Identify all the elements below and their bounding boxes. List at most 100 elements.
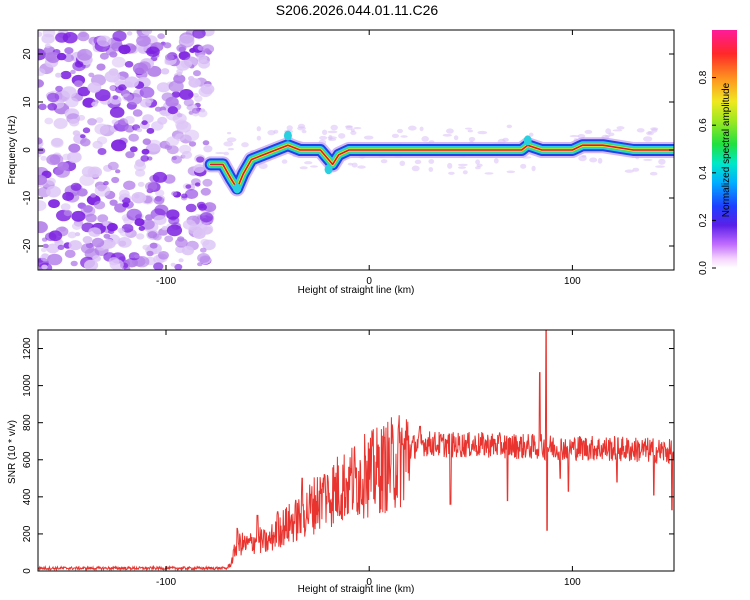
noise-blob (176, 44, 187, 53)
noise-blob (111, 119, 119, 125)
colorbar-label: Normalized spectral amplitude (721, 82, 732, 217)
spectrogram-y-tick-label: -10 (22, 190, 33, 205)
noise-blob (129, 146, 138, 153)
noise-blob (353, 127, 362, 130)
noise-blob (154, 106, 162, 112)
noise-blob (520, 163, 527, 169)
noise-blob (42, 30, 56, 38)
noise-blob (134, 254, 140, 259)
noise-blob (145, 214, 154, 221)
noise-blob (38, 221, 48, 234)
noise-blob (74, 80, 83, 87)
colorbar-ticks: 0.0 0.2 0.4 0.6 0.8 (698, 70, 716, 275)
noise-blob (191, 107, 200, 114)
noise-blob (69, 118, 80, 127)
noise-blob (91, 237, 105, 248)
noise-blob (310, 165, 318, 168)
noise-blob (40, 247, 47, 253)
noise-blob (62, 153, 71, 161)
signal-bump (233, 183, 242, 194)
noise-blob (40, 155, 47, 161)
noise-blob (72, 130, 81, 136)
noise-blob (467, 129, 474, 133)
noise-blob (136, 35, 151, 47)
noise-blob (197, 253, 211, 263)
spectrogram-x-tick-label: -100 (156, 276, 176, 287)
noise-blob (128, 133, 139, 142)
noise-blob (658, 158, 666, 165)
noise-blob (62, 191, 74, 201)
noise-blob (141, 148, 150, 155)
noise-blob (493, 158, 499, 164)
noise-blob (153, 215, 167, 226)
spectrogram-y-tick-label: 10 (22, 96, 33, 108)
noise-blob (96, 35, 112, 47)
snr-series-line (38, 330, 674, 571)
noise-blob (67, 231, 77, 239)
noise-blob (109, 199, 118, 206)
chart-title: S206.2026.044.01.11.C26 (276, 2, 439, 18)
noise-blob (47, 253, 63, 266)
noise-blob (391, 133, 399, 138)
spectrogram-y-tick-label: 20 (22, 48, 33, 60)
noise-blob (38, 103, 47, 111)
noise-blob (99, 52, 109, 60)
noise-blob (408, 125, 417, 131)
noise-blob (188, 78, 201, 88)
noise-blob (60, 203, 71, 211)
noise-blob (53, 118, 68, 129)
noise-blob (135, 30, 151, 37)
noise-blob (164, 60, 171, 65)
noise-blob (186, 105, 193, 110)
noise-blob (46, 52, 61, 63)
noise-blob (194, 182, 201, 187)
noise-blob (632, 167, 640, 172)
noise-blob (322, 129, 328, 135)
noise-blob (189, 223, 200, 232)
noise-blob (171, 155, 183, 164)
noise-blob (158, 251, 169, 260)
noise-blob (581, 155, 587, 158)
noise-blob (185, 189, 199, 199)
noise-blob (87, 118, 97, 126)
noise-blob (646, 131, 654, 136)
noise-blob (108, 257, 120, 266)
noise-blob (94, 123, 109, 135)
noise-blob (145, 181, 158, 192)
noise-blob (103, 233, 111, 239)
noise-blob (84, 259, 99, 270)
noise-blob (421, 136, 430, 142)
noise-blob (109, 106, 125, 118)
noise-blob (319, 135, 328, 140)
noise-blob (126, 93, 142, 105)
noise-blob (194, 95, 203, 102)
noise-blob (44, 117, 54, 125)
noise-blob (77, 31, 90, 42)
noise-blob (351, 162, 358, 168)
noise-blob (202, 178, 213, 187)
noise-blob (297, 126, 306, 131)
noise-blob (202, 140, 210, 146)
noise-blob (77, 86, 91, 97)
noise-blob (165, 53, 175, 61)
noise-blob (153, 262, 164, 270)
noise-blob (115, 169, 121, 174)
noise-blob (138, 226, 145, 231)
noise-blob (531, 165, 536, 172)
noise-blob (142, 138, 151, 145)
noise-blob (140, 155, 149, 162)
noise-blob (166, 224, 183, 237)
noise-blob (448, 171, 455, 175)
noise-blob (47, 92, 60, 103)
noise-blob (428, 159, 435, 164)
noise-blob (48, 230, 63, 241)
noise-blob (97, 214, 109, 223)
noise-blob (350, 128, 355, 132)
noise-blob (612, 129, 623, 132)
noise-blob (200, 187, 211, 196)
noise-blob (135, 169, 146, 177)
noise-blob (38, 31, 43, 37)
noise-blob (96, 63, 106, 71)
colorbar-tick-label: 0.6 (698, 118, 709, 132)
